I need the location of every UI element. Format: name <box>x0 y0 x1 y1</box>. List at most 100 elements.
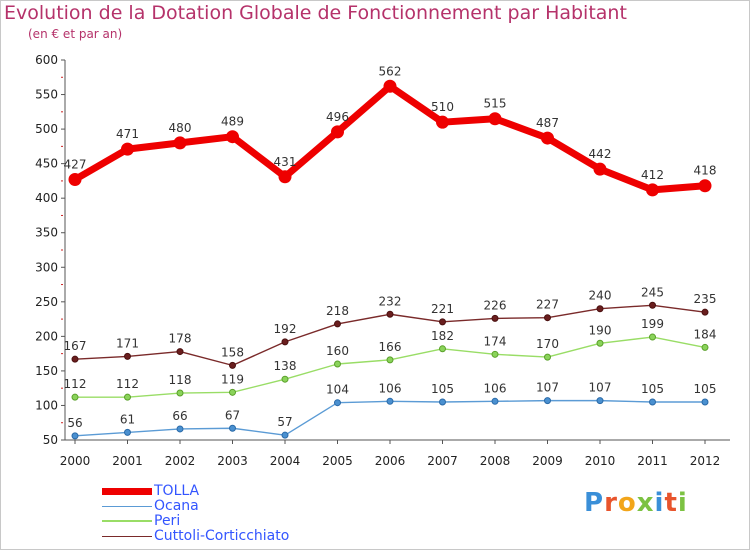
data-label: 105 <box>641 382 664 396</box>
data-label: 171 <box>116 336 139 350</box>
data-label: 104 <box>326 383 349 397</box>
data-point <box>491 397 499 405</box>
data-label: 118 <box>169 373 192 387</box>
logo-letter: r <box>604 488 618 518</box>
data-label: 245 <box>641 285 664 299</box>
data-point <box>544 353 551 361</box>
data-point <box>383 79 397 93</box>
data-point <box>278 170 292 184</box>
data-label: 199 <box>641 317 664 331</box>
data-point <box>229 361 236 369</box>
chart-subtitle: (en € et par an) <box>28 27 123 41</box>
y-tick-label: 450 <box>35 157 58 171</box>
y-tick-label: 400 <box>35 191 58 205</box>
data-label: 496 <box>326 110 349 124</box>
data-point <box>71 393 79 401</box>
data-point <box>596 305 604 313</box>
data-label: 221 <box>431 302 454 316</box>
data-point <box>331 125 344 139</box>
data-point <box>71 432 79 440</box>
data-point <box>491 314 499 322</box>
data-label: 178 <box>169 332 192 346</box>
data-label: 66 <box>172 409 187 423</box>
data-label: 170 <box>536 337 559 351</box>
data-point <box>226 130 239 144</box>
legend-swatch <box>102 488 152 495</box>
data-label: 510 <box>431 100 454 114</box>
data-point <box>229 424 236 432</box>
y-tick-label: 500 <box>35 122 58 136</box>
legend-label: TOLLA <box>154 483 200 499</box>
x-tick-label: 2002 <box>165 454 196 468</box>
data-label: 431 <box>274 155 297 169</box>
data-point <box>439 345 446 353</box>
data-label: 182 <box>431 329 454 343</box>
data-point <box>334 360 341 368</box>
logo-letter: t <box>664 488 678 518</box>
data-label: 160 <box>326 344 349 358</box>
data-label: 489 <box>221 115 244 129</box>
data-label: 427 <box>64 158 87 172</box>
x-tick-label: 2004 <box>270 454 301 468</box>
data-point <box>176 425 184 433</box>
y-tick-label: 250 <box>35 295 58 309</box>
data-label: 471 <box>116 127 139 141</box>
y-tick-label: 350 <box>35 226 58 240</box>
data-label: 67 <box>225 408 240 422</box>
x-tick-label: 2006 <box>375 454 406 468</box>
data-label: 105 <box>694 382 717 396</box>
data-label: 184 <box>694 327 717 341</box>
data-point <box>701 343 709 351</box>
data-label: 119 <box>221 372 244 386</box>
x-tick-label: 2011 <box>637 454 668 468</box>
data-label: 56 <box>67 416 82 430</box>
data-point <box>176 389 184 397</box>
data-point <box>596 397 604 405</box>
data-label: 226 <box>484 298 507 312</box>
y-tick-label: 550 <box>35 88 58 102</box>
data-label: 480 <box>169 121 192 135</box>
data-point <box>71 355 79 363</box>
logo-letter: o <box>617 488 637 518</box>
data-point <box>596 339 604 347</box>
logo-letter: x <box>636 488 655 518</box>
data-point <box>386 356 394 364</box>
data-point <box>646 183 659 197</box>
data-label: 167 <box>64 339 87 353</box>
data-point <box>121 142 134 156</box>
data-point <box>649 333 656 341</box>
data-point <box>124 428 131 436</box>
data-label: 112 <box>64 377 87 391</box>
x-tick-label: 2009 <box>532 454 563 468</box>
data-point <box>439 318 446 326</box>
data-point <box>436 115 449 129</box>
data-label: 487 <box>536 116 559 130</box>
data-label: 227 <box>536 298 559 312</box>
data-point <box>439 398 446 406</box>
data-point <box>698 179 712 193</box>
legend-swatch <box>102 536 152 537</box>
data-label: 235 <box>694 292 717 306</box>
data-label: 105 <box>431 382 454 396</box>
x-tick-label: 2010 <box>585 454 616 468</box>
proxiti-logo: Proxiti <box>584 488 688 518</box>
data-label: 218 <box>326 304 349 318</box>
data-point <box>281 375 289 383</box>
data-label: 107 <box>536 381 559 395</box>
data-point <box>701 308 709 316</box>
data-point <box>124 393 131 401</box>
y-tick-label: 200 <box>35 329 58 343</box>
data-point <box>176 348 184 356</box>
data-point <box>593 162 607 176</box>
x-tick-label: 2001 <box>112 454 143 468</box>
x-tick-label: 2012 <box>690 454 721 468</box>
data-label: 166 <box>379 340 402 354</box>
data-point <box>386 397 394 405</box>
data-label: 232 <box>379 294 402 308</box>
data-label: 192 <box>274 322 297 336</box>
series-line-ocana <box>74 399 705 437</box>
x-tick-label: 2005 <box>322 454 353 468</box>
data-label: 112 <box>116 377 139 391</box>
logo-letter: P <box>584 488 605 518</box>
